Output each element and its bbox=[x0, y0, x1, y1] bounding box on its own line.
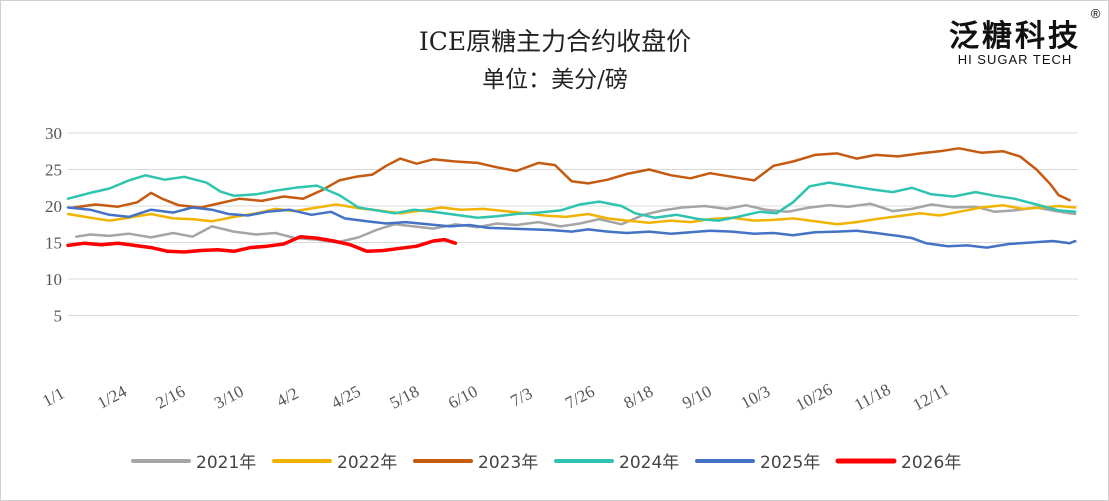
y-axis-ticks: 5 10 15 20 25 30 bbox=[45, 124, 62, 326]
series-lines bbox=[66, 147, 1077, 254]
x-tick-label: 7/26 bbox=[562, 382, 598, 413]
x-tick-label: 7/3 bbox=[507, 384, 535, 411]
x-tick-label: 8/18 bbox=[621, 382, 657, 413]
legend-label: 2025年 bbox=[760, 453, 820, 473]
x-tick-label: 1/1 bbox=[39, 384, 67, 411]
legend-label: 2023年 bbox=[478, 453, 538, 473]
y-tick-label: 20 bbox=[45, 197, 62, 216]
y-tick-label: 10 bbox=[45, 270, 62, 289]
y-tick-label: 15 bbox=[45, 234, 62, 253]
y-tick-label: 30 bbox=[45, 124, 62, 143]
x-tick-label: 3/10 bbox=[211, 382, 247, 413]
brand-logo: 泛糖科技 HI SUGAR TECH ® bbox=[949, 6, 1102, 67]
y-tick-label: 25 bbox=[45, 161, 62, 180]
legend-label: 2026年 bbox=[901, 453, 961, 473]
legend-label: 2022年 bbox=[337, 453, 397, 473]
chart-header: ICE原糖主力合约收盘价 单位：美分/磅 bbox=[419, 27, 691, 93]
legend: 2021年 2022年 2023年 2024年 2025年 2026年 bbox=[131, 453, 961, 473]
x-tick-label: 2/16 bbox=[153, 382, 189, 413]
series-line-5 bbox=[66, 234, 458, 254]
x-tick-label: 5/18 bbox=[387, 382, 423, 413]
x-tick-label: 4/2 bbox=[273, 384, 301, 411]
chart-subtitle: 单位：美分/磅 bbox=[482, 67, 628, 93]
legend-label: 2021年 bbox=[196, 453, 256, 473]
series-line-3 bbox=[66, 174, 1077, 222]
x-tick-label: 12/11 bbox=[910, 380, 953, 415]
legend-label: 2024年 bbox=[619, 453, 679, 473]
x-axis-ticks: 1/1 1/24 2/16 3/10 4/2 4/25 5/18 6/10 7/3 7/26 8/1… bbox=[39, 380, 952, 415]
grid-lines bbox=[68, 132, 1078, 316]
brand-registered-mark: ® bbox=[1091, 6, 1102, 21]
y-tick-label: 5 bbox=[54, 307, 63, 326]
brand-subtitle: HI SUGAR TECH bbox=[958, 52, 1073, 67]
x-tick-label: 1/24 bbox=[94, 381, 130, 412]
series-line-0 bbox=[75, 202, 1077, 244]
x-tick-label: 4/25 bbox=[328, 382, 364, 413]
series-line-1 bbox=[66, 203, 1077, 226]
x-tick-label: 10/26 bbox=[792, 380, 835, 415]
x-tick-label: 10/3 bbox=[738, 382, 774, 413]
x-tick-label: 6/10 bbox=[445, 382, 481, 413]
chart-title: ICE原糖主力合约收盘价 bbox=[419, 27, 691, 56]
brand-name: 泛糖科技 bbox=[949, 19, 1081, 54]
series-line-2 bbox=[72, 147, 1071, 209]
x-tick-label: 11/18 bbox=[851, 380, 894, 415]
x-tick-label: 9/10 bbox=[679, 382, 715, 413]
series-line-4 bbox=[66, 206, 1077, 249]
